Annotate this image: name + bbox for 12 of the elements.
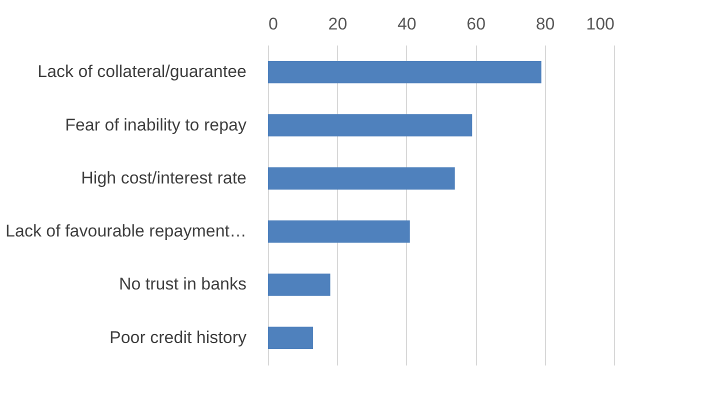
y-tick-label: High cost/interest rate bbox=[81, 168, 246, 188]
y-tick-label: Lack of collateral/guarantee bbox=[38, 62, 246, 82]
x-tick-label: 20 bbox=[328, 14, 348, 34]
x-tick-label: 60 bbox=[466, 14, 486, 34]
y-tick-label: Poor credit history bbox=[110, 328, 247, 347]
y-tick-label: Lack of favourable repayment… bbox=[6, 222, 246, 241]
y-tick-label: Fear of inability to repay bbox=[65, 115, 247, 134]
y-tick-label: No trust in banks bbox=[118, 274, 246, 294]
x-tick-label: 0 bbox=[268, 14, 278, 34]
x-tick-label: 80 bbox=[536, 14, 555, 34]
x-tick-label: 40 bbox=[397, 14, 416, 34]
x-tick-label: 100 bbox=[586, 14, 614, 34]
